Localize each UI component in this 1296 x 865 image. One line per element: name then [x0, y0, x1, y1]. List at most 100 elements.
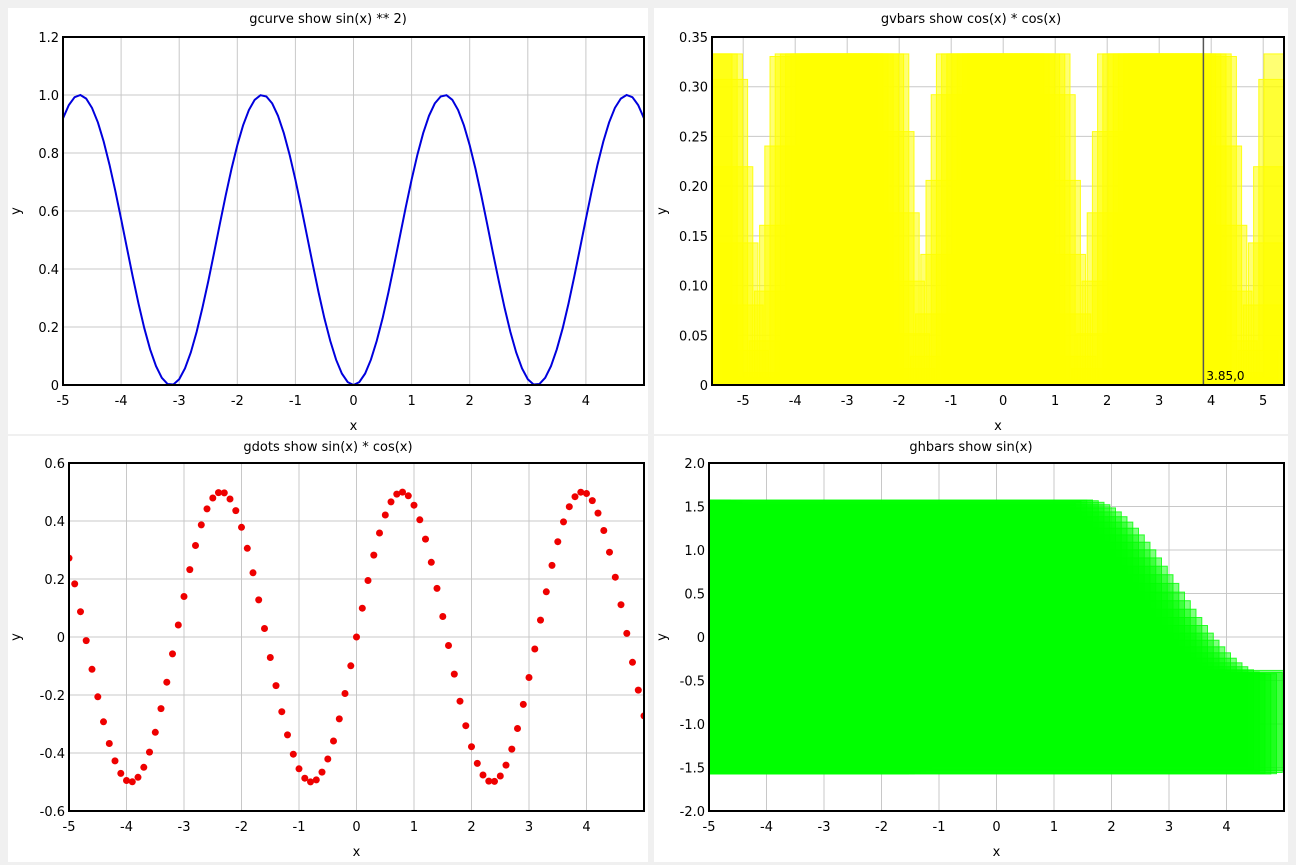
chart-cos-squared[interactable]: gvbars show cos(x) * cos(x) -5 -4 -3 -2 -1 0 1 2… — [654, 8, 1288, 434]
chart-panel-sin: ghbars show sin(x) -5 -4 -3 -2 -1 0 1 2 3 4 -2.0 -1.… — [654, 436, 1288, 862]
x-tick-label: -4 — [789, 394, 802, 409]
x-tick-label: -2 — [875, 820, 888, 835]
x-tick-label: 4 — [582, 820, 590, 835]
x-tick-label: -2 — [231, 394, 244, 409]
plot-frame — [68, 462, 645, 812]
y-tick-label: 0.6 — [44, 457, 65, 472]
plot-frame — [708, 462, 1285, 812]
y-axis-label: y — [9, 633, 24, 641]
data-point — [364, 577, 372, 584]
data-point — [588, 497, 596, 505]
data-point — [226, 495, 234, 503]
data-point — [387, 498, 395, 506]
x-tick-label: -1 — [933, 820, 946, 835]
data-point — [594, 509, 602, 517]
x-tick-label: 4 — [582, 394, 590, 409]
x-tick-label: -1 — [293, 820, 306, 835]
chart-title: gcurve show sin(x) ** 2) — [249, 12, 407, 27]
y-tick-label: 0.4 — [44, 515, 65, 530]
y-tick-label: 1.0 — [684, 544, 705, 559]
x-tick-label: 3 — [525, 820, 533, 835]
data-point — [370, 551, 378, 559]
data-point — [462, 722, 470, 730]
x-tick-label: -3 — [841, 394, 854, 409]
x-tick-label: -3 — [178, 820, 191, 835]
data-point — [146, 748, 153, 756]
data-layer — [69, 488, 644, 786]
data-point — [629, 658, 636, 666]
crosshair-label: 3.85,0 — [1206, 369, 1244, 383]
x-axis-label: x — [993, 845, 1001, 860]
y-tick-label: 0.10 — [679, 280, 708, 295]
bar — [709, 669, 1284, 771]
data-point — [450, 670, 458, 678]
data-point — [399, 488, 406, 496]
x-tick-label: -4 — [120, 820, 133, 835]
data-point — [289, 750, 297, 758]
y-tick-label: 2.0 — [684, 457, 705, 472]
plot-frame — [711, 36, 1285, 386]
x-axis-label: x — [353, 845, 361, 860]
x-tick-label: -5 — [57, 394, 70, 409]
data-point — [496, 772, 504, 780]
x-tick-label: -2 — [235, 820, 248, 835]
x-tick-label: -3 — [173, 394, 186, 409]
y-tick-label: 0.30 — [679, 81, 708, 96]
y-tick-label: 0.35 — [679, 31, 708, 46]
x-axis-label: x — [350, 419, 358, 434]
x-tick-label: 0 — [352, 820, 360, 835]
data-point — [491, 777, 498, 785]
data-point — [611, 573, 619, 581]
data-point — [169, 650, 176, 658]
data-point — [583, 490, 590, 497]
data-point — [301, 774, 309, 782]
x-tick-label: 4 — [1207, 394, 1215, 409]
chart-sin-squared: gcurve show sin(x) ** 2) -5 -4 -3 -2 -1 0 1 2 3 4 0… — [9, 12, 645, 434]
data-point — [439, 613, 447, 620]
y-tick-label: 1.5 — [684, 501, 705, 516]
chart-title: gdots show sin(x) * cos(x) — [243, 440, 412, 455]
data-point — [502, 761, 510, 769]
data-point — [410, 501, 418, 509]
x-tick-label: 1 — [1050, 820, 1058, 835]
y-tick-label: -2.0 — [680, 805, 705, 820]
data-layer — [709, 499, 1284, 775]
x-tick-label: 1 — [407, 394, 415, 409]
x-tick-label: 1 — [1051, 394, 1059, 409]
x-tick-label: 3 — [1155, 394, 1163, 409]
data-point — [606, 548, 613, 556]
x-tick-label: 0 — [992, 820, 1000, 835]
data-layer — [712, 53, 1284, 385]
data-point — [341, 690, 349, 697]
data-point — [94, 693, 102, 701]
y-tick-label: 1.2 — [38, 31, 59, 46]
data-point — [128, 778, 136, 786]
grid — [62, 36, 644, 386]
data-point — [123, 777, 130, 784]
y-tick-label: 0.15 — [679, 230, 708, 245]
x-tick-label: 0 — [999, 394, 1007, 409]
x-tick-label: 2 — [466, 394, 474, 409]
data-point — [542, 588, 550, 596]
y-axis-label: y — [655, 633, 670, 641]
data-point — [203, 505, 211, 513]
y-tick-label: 0.8 — [38, 147, 59, 162]
chart-panel-sin-cos: gdots show sin(x) * cos(x) -5 -4 -3 -2 -1 0 1 2 3… — [8, 436, 648, 862]
y-tick-label: 0 — [697, 631, 705, 646]
data-point — [209, 494, 217, 502]
chart-title: ghbars show sin(x) — [909, 440, 1032, 455]
y-tick-label: -0.2 — [40, 689, 65, 704]
y-tick-label: 0.2 — [38, 321, 59, 336]
y-tick-label: 0.20 — [679, 180, 708, 195]
data-layer — [63, 93, 644, 385]
data-point — [324, 755, 332, 763]
data-point — [134, 773, 142, 781]
y-tick-label: 0.4 — [38, 263, 59, 278]
x-tick-label: -4 — [115, 394, 128, 409]
data-point — [197, 521, 205, 529]
data-point — [151, 728, 159, 736]
x-tick-label: 0 — [349, 394, 357, 409]
data-point — [335, 715, 343, 723]
y-tick-label: 1.0 — [38, 89, 59, 104]
x-tick-label: -3 — [818, 820, 831, 835]
